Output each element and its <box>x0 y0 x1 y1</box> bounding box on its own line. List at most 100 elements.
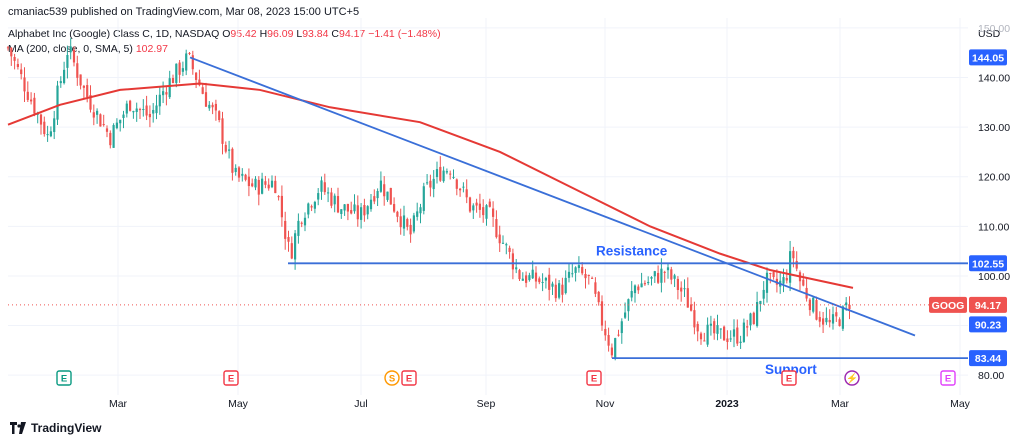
candle-body <box>690 304 693 311</box>
x-tick-label: May <box>228 398 249 410</box>
candle-body <box>148 113 151 118</box>
event-marker-dividend: ⚡ <box>844 370 860 386</box>
candle-body <box>406 219 409 227</box>
candle-body <box>152 109 155 114</box>
candle-body <box>432 178 435 190</box>
candle-body <box>525 275 528 283</box>
resistance-label: Resistance <box>596 243 668 258</box>
close-label: C <box>331 28 339 40</box>
candle-body <box>294 233 297 260</box>
candle-body <box>56 85 59 120</box>
candle-body <box>419 207 422 214</box>
candle-body <box>591 277 594 279</box>
candle-body <box>640 283 643 288</box>
candle-body <box>802 279 805 286</box>
earnings-icon <box>586 370 602 386</box>
candle-body <box>343 204 346 211</box>
candle-body <box>779 280 782 287</box>
candle-body <box>610 347 613 356</box>
candle-body <box>218 111 221 121</box>
candle-body <box>439 166 442 181</box>
candle-body <box>366 206 369 215</box>
candle-body <box>729 338 732 340</box>
candle-body <box>36 113 39 115</box>
candle-body <box>775 278 778 285</box>
descending-trendline <box>189 56 916 337</box>
candle-body <box>254 178 257 188</box>
x-tick-label: Sep <box>477 398 496 410</box>
candle-body <box>89 95 92 110</box>
symbol-badge-bg <box>929 296 967 313</box>
candle-body <box>132 111 135 113</box>
candle-body <box>82 85 85 88</box>
candle-body <box>756 301 759 326</box>
event-marker-earnings: E <box>940 370 956 386</box>
ma-legend: MA (200, close, 0, SMA, 5) 102.97 <box>8 43 168 55</box>
y-axis: USD 80.00 90.00 100.00 110.00 120.00 130.00 140… <box>978 23 1010 382</box>
brand-name: TradingView <box>31 421 102 435</box>
candle-body <box>383 184 386 197</box>
candle-body <box>129 100 132 111</box>
candle-body <box>142 109 145 111</box>
candle-body <box>732 329 736 337</box>
candle-body <box>848 304 851 309</box>
candle-body <box>647 281 650 284</box>
candle-body <box>79 74 82 86</box>
earnings-icon <box>223 370 239 386</box>
candle-body <box>785 277 788 281</box>
candle-body <box>455 179 458 189</box>
candle-body <box>353 204 356 212</box>
close-value: 94.17 <box>339 28 366 40</box>
candle-body <box>284 220 287 239</box>
candle-body <box>782 277 785 284</box>
candle-body <box>43 121 46 135</box>
candle-body <box>699 333 703 340</box>
candle-body <box>492 208 495 217</box>
symbol-name[interactable]: Alphabet Inc (Google) Class C, 1D, NASDA… <box>8 28 220 40</box>
open-value: 95.42 <box>230 28 257 40</box>
candle-body <box>251 183 254 187</box>
candle-body <box>571 273 574 275</box>
candle-body <box>772 272 775 278</box>
candle-body <box>726 338 729 343</box>
event-icon-label: E <box>786 374 792 385</box>
grid-lines <box>8 18 968 395</box>
candle-body <box>554 284 557 299</box>
candle-body <box>115 122 118 129</box>
candle-body <box>165 92 168 95</box>
candle-body <box>558 283 561 298</box>
candle-body <box>561 284 564 295</box>
ma-label[interactable]: MA (200, close, 0, SMA, 5) <box>8 43 133 55</box>
candle-body <box>808 299 811 311</box>
price-badge-bg <box>969 255 1007 272</box>
candle-body <box>20 69 23 75</box>
candle-body <box>191 55 194 70</box>
candle-body <box>505 244 508 246</box>
candle-body <box>485 205 488 219</box>
x-tick-label: Mar <box>109 398 128 410</box>
candle-body <box>435 169 439 178</box>
candle-body <box>548 274 551 290</box>
ma-line <box>7 82 854 289</box>
candle-body <box>92 112 95 118</box>
candle-body <box>109 132 112 146</box>
candle-body <box>653 271 656 277</box>
candle-body <box>812 297 815 312</box>
candle-body <box>277 196 280 198</box>
candle-body <box>508 247 511 252</box>
candle-body <box>195 72 198 80</box>
candle-body <box>396 211 399 217</box>
candle-body <box>264 181 267 185</box>
event-icon-label: E <box>406 374 412 385</box>
candle-body <box>587 274 590 276</box>
candle-body <box>845 302 848 306</box>
candle-body <box>270 180 274 188</box>
high-label: H <box>259 28 268 40</box>
price-badge: 83.44 <box>969 350 1007 367</box>
candle-body <box>333 195 336 205</box>
x-tick-label: Nov <box>596 398 615 410</box>
candle-body <box>99 114 102 127</box>
split-icon <box>384 370 400 386</box>
